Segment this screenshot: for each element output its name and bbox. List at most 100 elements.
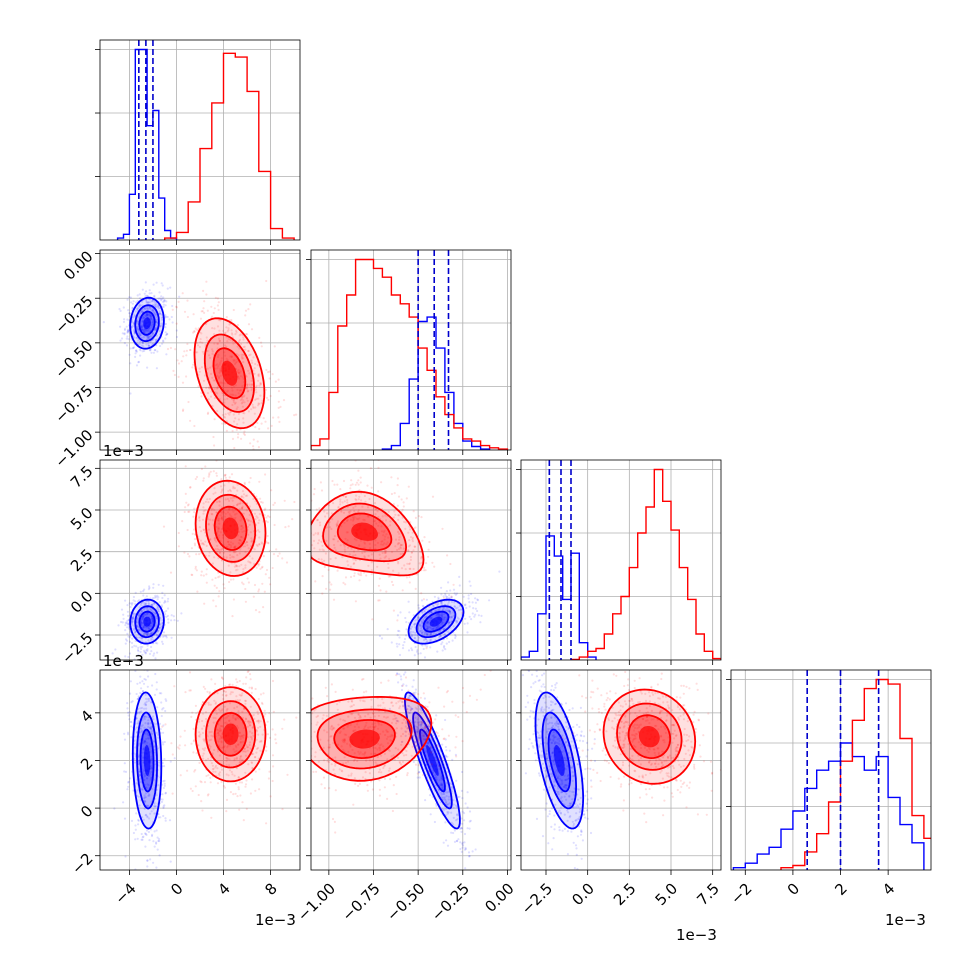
scatter-point	[135, 636, 139, 639]
scatter-point	[249, 476, 252, 480]
scatter-point	[441, 649, 444, 652]
scatter-point	[142, 818, 145, 821]
scatter-point	[444, 648, 447, 651]
scatter-point	[272, 765, 275, 768]
scatter-point	[354, 559, 357, 562]
panel-frame	[520, 459, 722, 661]
scatter-point	[304, 560, 306, 562]
scatter-point	[131, 602, 134, 605]
scatter-point	[188, 555, 191, 558]
scatter-point	[238, 565, 241, 568]
scatter-point	[354, 498, 357, 501]
scatter-point	[249, 792, 252, 795]
scatter-point	[151, 621, 154, 624]
scatter-point	[420, 611, 423, 614]
scatter-point	[327, 504, 330, 507]
scatter-point	[240, 402, 243, 405]
scatter-point	[390, 550, 394, 554]
scatter-point	[129, 392, 132, 395]
scatter-point	[177, 300, 180, 303]
scatter-point	[258, 480, 261, 483]
scatter-point	[245, 397, 249, 400]
scatter-point	[239, 519, 242, 522]
scatter-point	[217, 744, 220, 747]
scatter-point	[260, 451, 262, 453]
scatter-point	[164, 337, 167, 340]
scatter-point	[259, 567, 262, 571]
scatter-point	[139, 707, 142, 710]
scatter-point	[448, 610, 451, 613]
scatter-point	[200, 574, 203, 577]
scatter-point	[158, 608, 161, 611]
scatter-point	[213, 444, 216, 447]
scatter-point	[127, 309, 130, 312]
scatter-point	[425, 625, 428, 628]
scatter-point	[471, 850, 474, 853]
scatter-point	[149, 631, 152, 634]
scatter-point	[177, 531, 180, 535]
scatter-point	[223, 473, 227, 477]
scatter-point	[147, 335, 150, 338]
scatter-point	[242, 571, 245, 574]
scatter-point	[145, 833, 148, 837]
scatter-point	[454, 593, 457, 596]
scatter-point	[186, 552, 190, 556]
scatter-point	[329, 588, 332, 591]
scatter-point	[145, 595, 148, 598]
scatter-point	[325, 539, 328, 543]
scatter-point	[138, 636, 141, 639]
scatter-point	[210, 372, 213, 375]
scatter-point	[427, 632, 430, 635]
scatter-point	[223, 786, 226, 789]
scatter-point	[128, 640, 131, 644]
scatter-point	[126, 604, 129, 607]
scatter-point	[146, 307, 149, 310]
scatter-point	[162, 525, 166, 528]
scatter-point	[396, 477, 399, 480]
scatter-point	[131, 624, 135, 627]
scatter-point	[231, 555, 234, 558]
scatter-point	[396, 645, 399, 648]
scatter-point	[202, 528, 206, 532]
scatter-point	[319, 524, 322, 527]
scatter-point	[141, 350, 144, 353]
scatter-point	[165, 699, 168, 703]
scatter-point	[453, 605, 456, 608]
scatter-point	[140, 788, 143, 791]
scatter-point	[142, 316, 145, 319]
scatter-point	[139, 645, 142, 649]
scatter-point	[298, 552, 300, 554]
scatter-point	[184, 506, 187, 509]
scatter-point	[463, 622, 466, 625]
scatter-point	[155, 316, 158, 319]
scatter-point	[264, 507, 267, 510]
scatter-point	[408, 562, 411, 565]
scatter-point	[127, 622, 130, 626]
scatter-point	[155, 915, 157, 917]
scatter-point	[240, 517, 244, 520]
scatter-point	[211, 376, 214, 379]
scatter-point	[380, 530, 384, 533]
scatter-point	[420, 516, 423, 519]
scatter-point	[146, 741, 149, 745]
scatter-point	[363, 541, 366, 544]
scatter-point	[138, 612, 141, 616]
scatter-point	[238, 781, 241, 784]
scatter-point	[249, 386, 253, 389]
scatter-point	[450, 600, 454, 604]
scatter-point	[398, 636, 401, 639]
scatter-point	[198, 526, 201, 529]
scatter-point	[151, 604, 154, 607]
scatter-point	[253, 583, 257, 587]
scatter-point	[150, 334, 153, 337]
scatter-point	[155, 320, 158, 323]
scatter-point	[147, 337, 150, 340]
scatter-point	[402, 547, 405, 550]
scatter-point	[238, 334, 241, 337]
scatter-point	[147, 626, 150, 630]
histogram-series	[381, 316, 491, 450]
scatter-point	[419, 630, 422, 633]
scatter-point	[230, 473, 234, 476]
scatter-point	[224, 476, 227, 479]
scatter-point	[230, 386, 233, 389]
